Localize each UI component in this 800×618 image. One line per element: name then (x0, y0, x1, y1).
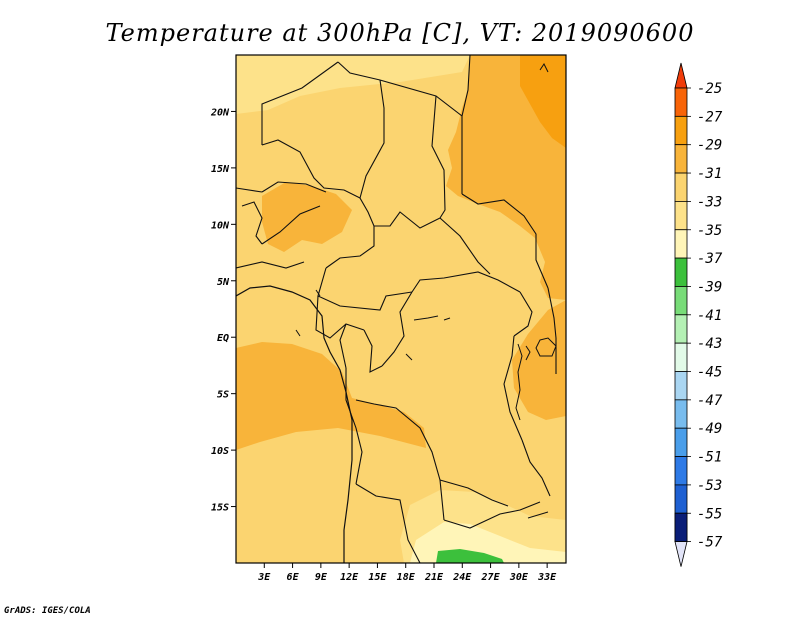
region-nigeria-patch (262, 182, 352, 252)
colorbar-label: -39 (697, 279, 722, 295)
colorbar-label: -53 (697, 478, 722, 494)
y-tick-label: 5S (217, 390, 229, 401)
region-south-coldest (436, 549, 504, 563)
credit-text: GrADS: IGES/COLA (4, 606, 91, 616)
x-tick-label: 30E (509, 572, 529, 583)
x-tick-label: 33E (537, 572, 557, 583)
region-atlantic-south (236, 342, 426, 450)
colorbar-label: -41 (697, 308, 722, 324)
colorbar-bottom-triangle (674, 541, 688, 567)
colorbar-bin (674, 87, 688, 117)
x-tick-label: 3E (257, 572, 271, 583)
coastline (236, 285, 353, 563)
colorbar-bin (674, 257, 688, 287)
colorbar-label: -43 (697, 336, 722, 352)
x-tick-label: 21E (424, 572, 444, 583)
colorbar-bin (674, 399, 688, 429)
region-northeast-corner (520, 55, 566, 148)
x-axis-ticks: 3E 6E 9E 12E 15E 18E 21E 24E 27E 30E 33E (257, 563, 557, 583)
x-tick-label: 9E (315, 572, 328, 583)
map-frame (235, 54, 567, 564)
colorbar-label: -29 (697, 138, 722, 154)
colorbar-bin (674, 144, 688, 174)
colorbar-label: -57 (697, 535, 723, 551)
colorbar-label: -49 (697, 421, 722, 437)
country-borders (236, 55, 557, 563)
colorbar-top-triangle (674, 62, 688, 89)
x-tick-label: 18E (397, 572, 416, 583)
colorbar-bin (674, 286, 688, 316)
colorbar-bin (674, 314, 688, 344)
y-tick-label: 10N (211, 220, 230, 231)
map-plot (236, 55, 566, 563)
colorbar-bin (674, 427, 688, 457)
colorbar-label: -47 (697, 393, 723, 409)
colorbar-bin (674, 200, 688, 231)
y-tick-label: 15N (211, 164, 230, 175)
colorbar-bin (674, 172, 688, 202)
colorbar: -25 -27 -29 -31 -33 -35 -37 -39 -41 -43 -45 -47 -49 -… (674, 62, 723, 567)
colorbar-bin (674, 456, 688, 486)
water-bodies (295, 63, 557, 519)
x-tick-label: 15E (368, 572, 387, 583)
colorbar-label: -31 (697, 166, 722, 182)
y-tick-label: 20N (210, 107, 230, 118)
colorbar-label: -37 (697, 251, 723, 267)
y-tick-label: 15S (211, 503, 229, 514)
colorbar-label: -33 (697, 194, 722, 210)
colorbar-label: -25 (697, 81, 722, 97)
colorbar-bin (674, 115, 688, 146)
y-tick-label: 10S (211, 446, 229, 457)
colorbar-label: -55 (697, 506, 722, 522)
colorbar-bin (674, 371, 688, 401)
y-axis-ticks: 20N 15N 10N 5N EQ 5S 10S 15S (210, 107, 236, 514)
x-tick-label: 27E (481, 572, 501, 583)
colorbar-bin (674, 342, 688, 372)
region-east-africa (512, 300, 566, 420)
region-sahara-north (236, 55, 470, 114)
x-tick-label: 6E (287, 572, 300, 583)
colorbar-bin (674, 229, 688, 259)
x-tick-label: 24E (452, 572, 472, 583)
y-tick-label: 5N (217, 277, 230, 288)
colorbar-label: -27 (697, 109, 723, 125)
colorbar-bin (674, 484, 688, 514)
chart-title: Temperature at 300hPa [C], VT: 201909060… (106, 19, 695, 47)
colorbar-label: -35 (697, 223, 722, 239)
y-tick-label: EQ (217, 333, 229, 344)
x-tick-label: 12E (340, 572, 359, 583)
colorbar-bin (674, 512, 688, 543)
colorbar-label: -45 (697, 365, 722, 381)
colorbar-label: -51 (697, 450, 722, 466)
